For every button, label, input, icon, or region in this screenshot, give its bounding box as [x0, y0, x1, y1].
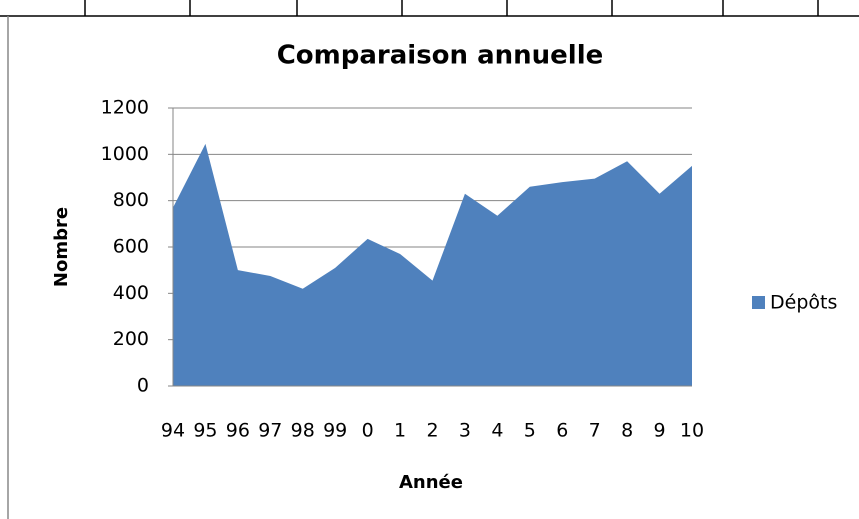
y-tick-label: 200 [113, 328, 149, 350]
chart-title: Comparaison annuelle [277, 41, 604, 71]
x-tick-label: 8 [621, 420, 633, 442]
legend-label: Dépôts [770, 292, 837, 314]
x-tick-label: 2 [426, 420, 438, 442]
y-tick-label: 1000 [101, 143, 149, 165]
x-tick-label: 9 [654, 420, 666, 442]
x-tick-label: 7 [589, 420, 601, 442]
x-tick-label: 99 [323, 420, 347, 442]
x-tick-label: 98 [291, 420, 315, 442]
x-tick-label: 94 [161, 420, 185, 442]
legend-swatch [752, 296, 765, 309]
x-tick-label: 0 [362, 420, 374, 442]
x-tick-label: 95 [193, 420, 217, 442]
x-tick-label: 97 [258, 420, 282, 442]
y-tick-label: 0 [137, 375, 149, 397]
y-axis-label: Nombre [51, 207, 72, 287]
y-tick-label: 400 [113, 282, 149, 304]
x-tick-label: 6 [556, 420, 568, 442]
area [173, 143, 692, 386]
y-tick-label: 1200 [101, 97, 149, 119]
x-tick-label: 3 [459, 420, 471, 442]
x-tick-label: 4 [491, 420, 503, 442]
x-tick-label: 96 [226, 420, 250, 442]
y-tick-label: 600 [113, 236, 149, 258]
y-tick-label: 800 [113, 189, 149, 211]
x-tick-label: 10 [680, 420, 704, 442]
x-tick-label: 5 [524, 420, 536, 442]
x-axis-label: Année [399, 472, 463, 493]
x-tick-label: 1 [394, 420, 406, 442]
